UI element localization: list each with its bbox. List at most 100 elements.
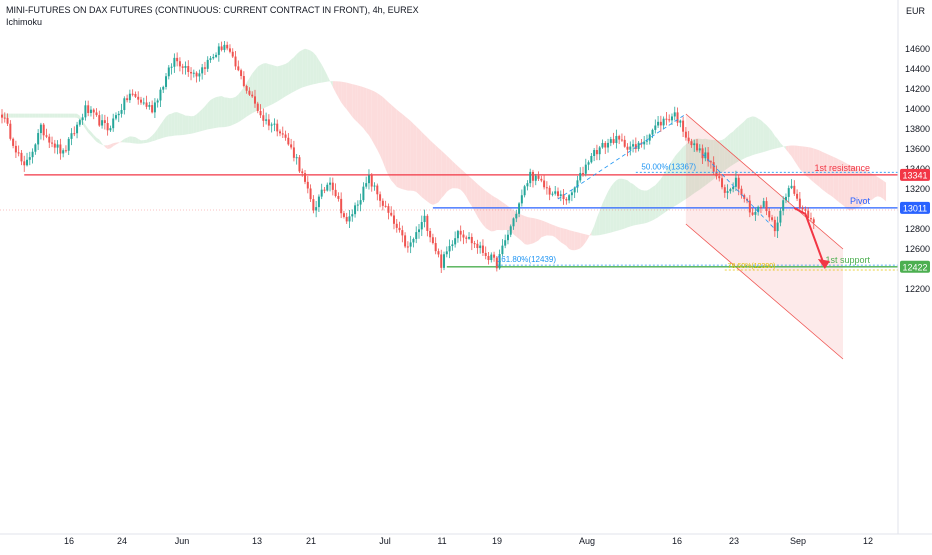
cloud-segment bbox=[271, 64, 275, 105]
cloud-segment bbox=[849, 165, 853, 211]
cloud-segment bbox=[4, 113, 8, 118]
candle-body bbox=[687, 137, 690, 142]
cloud-segment bbox=[82, 120, 86, 129]
cloud-segment bbox=[396, 109, 400, 189]
cloud-segment bbox=[585, 234, 589, 242]
candle-body bbox=[262, 115, 265, 121]
candle-body bbox=[573, 187, 576, 193]
candle-body bbox=[565, 199, 568, 201]
cloud-segment bbox=[571, 230, 575, 251]
candle-body bbox=[704, 152, 707, 159]
cloud-segment bbox=[138, 138, 141, 144]
cloud-segment bbox=[307, 49, 311, 86]
cloud-segment bbox=[321, 64, 325, 83]
candle-body bbox=[690, 141, 693, 146]
candle-body bbox=[348, 216, 351, 222]
cloud-segment bbox=[391, 104, 394, 184]
candle-body bbox=[145, 102, 148, 107]
cloud-segment bbox=[844, 162, 848, 210]
cloud-segment bbox=[238, 91, 242, 123]
candle-body bbox=[112, 118, 115, 129]
candle-body bbox=[570, 192, 573, 196]
candle-body bbox=[362, 186, 365, 201]
candle-body bbox=[281, 133, 284, 135]
cloud-segment bbox=[263, 63, 267, 109]
cloud-segment bbox=[516, 211, 520, 239]
cloud-segment bbox=[577, 232, 581, 250]
price-tick-label: 12600 bbox=[905, 244, 930, 254]
cloud-segment bbox=[752, 116, 756, 156]
candle-body bbox=[684, 131, 687, 138]
cloud-segment bbox=[416, 126, 419, 195]
cloud-segment bbox=[115, 142, 119, 145]
cloud-segment bbox=[621, 178, 625, 230]
candle-body bbox=[59, 144, 62, 154]
candle-body bbox=[95, 112, 98, 116]
cloud-segment bbox=[157, 124, 161, 140]
cloud-segment bbox=[641, 189, 645, 225]
candle-body bbox=[23, 161, 26, 166]
cloud-segment bbox=[68, 113, 72, 118]
candle-body bbox=[415, 232, 418, 239]
cloud-segment bbox=[530, 217, 533, 245]
candle-body bbox=[576, 180, 579, 188]
time-tick-label: 16 bbox=[64, 536, 74, 546]
cloud-segment bbox=[305, 48, 308, 87]
cloud-segment bbox=[46, 113, 50, 118]
candle-body bbox=[237, 66, 240, 71]
candle-body bbox=[284, 134, 287, 138]
cloud-segment bbox=[574, 231, 578, 251]
cloud-segment bbox=[43, 113, 47, 118]
candle-body bbox=[659, 121, 662, 126]
candle-body bbox=[673, 112, 676, 117]
level-name: 1st support bbox=[825, 255, 870, 265]
candle-body bbox=[459, 230, 462, 235]
cloud-segment bbox=[146, 138, 150, 143]
candle-body bbox=[668, 119, 671, 121]
candle-body bbox=[106, 123, 109, 131]
candle-body bbox=[53, 143, 56, 148]
cloud-segment bbox=[79, 115, 83, 125]
cloud-segment bbox=[532, 218, 536, 244]
cloud-segment bbox=[141, 140, 144, 144]
candle-body bbox=[787, 188, 790, 197]
candle-body bbox=[629, 146, 632, 150]
candle-body bbox=[301, 171, 304, 174]
cloud-segment bbox=[646, 189, 650, 223]
cloud-segment bbox=[282, 63, 286, 99]
time-tick-label: 19 bbox=[492, 536, 502, 546]
candle-body bbox=[409, 242, 412, 247]
candle-body bbox=[515, 213, 518, 219]
cloud-segment bbox=[838, 159, 842, 205]
cloud-segment bbox=[21, 113, 25, 118]
time-tick-label: 21 bbox=[306, 536, 316, 546]
candle-body bbox=[17, 152, 20, 154]
cloud-segment bbox=[213, 97, 217, 129]
cloud-segment bbox=[563, 228, 567, 246]
cloud-segment bbox=[505, 204, 508, 231]
candle-body bbox=[340, 198, 343, 214]
candle-body bbox=[62, 150, 65, 154]
cloud-segment bbox=[494, 196, 497, 232]
candle-body bbox=[259, 110, 262, 116]
candle-body bbox=[12, 138, 15, 146]
cloud-segment bbox=[318, 60, 322, 84]
cloud-segment bbox=[763, 122, 767, 152]
cloud-segment bbox=[507, 206, 511, 232]
candle-body bbox=[551, 193, 554, 195]
candle-body bbox=[89, 109, 92, 113]
candle-body bbox=[484, 252, 487, 256]
candle-body bbox=[128, 93, 131, 101]
candle-body bbox=[304, 173, 307, 182]
candle-body bbox=[490, 254, 493, 261]
cloud-segment bbox=[658, 178, 661, 218]
fib-extension-2-label: 78.60%(12390) bbox=[728, 263, 776, 270]
cloud-segment bbox=[546, 222, 550, 236]
cloud-segment bbox=[352, 84, 356, 120]
cloud-segment bbox=[196, 111, 200, 133]
cloud-segment bbox=[285, 62, 289, 97]
cloud-segment bbox=[77, 113, 80, 120]
cloud-segment bbox=[480, 186, 483, 225]
cloud-segment bbox=[154, 128, 158, 141]
candle-body bbox=[387, 206, 390, 213]
